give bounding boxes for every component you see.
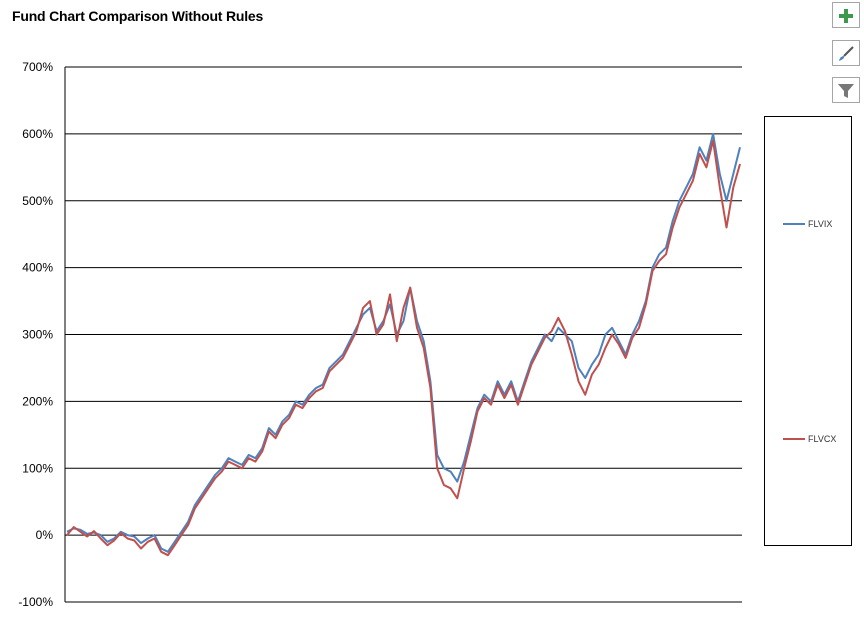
add-element-button[interactable] <box>832 2 860 28</box>
y-tick-label: 600% <box>22 127 53 141</box>
y-tick-label: 200% <box>22 394 53 408</box>
series-line-flvcx <box>66 139 741 557</box>
y-tick-label: -100% <box>18 595 53 609</box>
filter-icon <box>838 84 854 98</box>
brush-icon <box>839 46 854 61</box>
chart-style-button[interactable] <box>832 40 860 66</box>
series-line-flvix <box>66 132 741 553</box>
y-tick-label: 700% <box>22 60 53 74</box>
y-tick-label: 0% <box>36 528 54 542</box>
y-tick-label: 500% <box>22 194 53 208</box>
legend-swatch-flvix <box>783 223 805 225</box>
y-tick-label: 400% <box>22 261 53 275</box>
grid-lines <box>65 66 742 603</box>
chart-title: Fund Chart Comparison Without Rules <box>12 8 264 24</box>
series-lines <box>66 132 741 557</box>
y-axis-ticks: -100% 0% 100% 200% 300% 400% 500% 600% 700% <box>18 60 53 609</box>
legend-label-flvcx: FLVCX <box>808 434 837 444</box>
chart-legend: FLVIX FLVCX <box>764 116 852 546</box>
chart-filter-button[interactable] <box>832 77 860 103</box>
legend-item-flvix: FLVIX <box>783 218 832 230</box>
legend-item-flvcx: FLVCX <box>783 433 836 445</box>
legend-swatch-flvcx <box>783 438 805 440</box>
legend-label-flvix: FLVIX <box>808 219 833 229</box>
y-tick-label: 100% <box>22 461 53 475</box>
y-tick-label: 300% <box>22 328 53 342</box>
plus-icon <box>839 9 853 23</box>
